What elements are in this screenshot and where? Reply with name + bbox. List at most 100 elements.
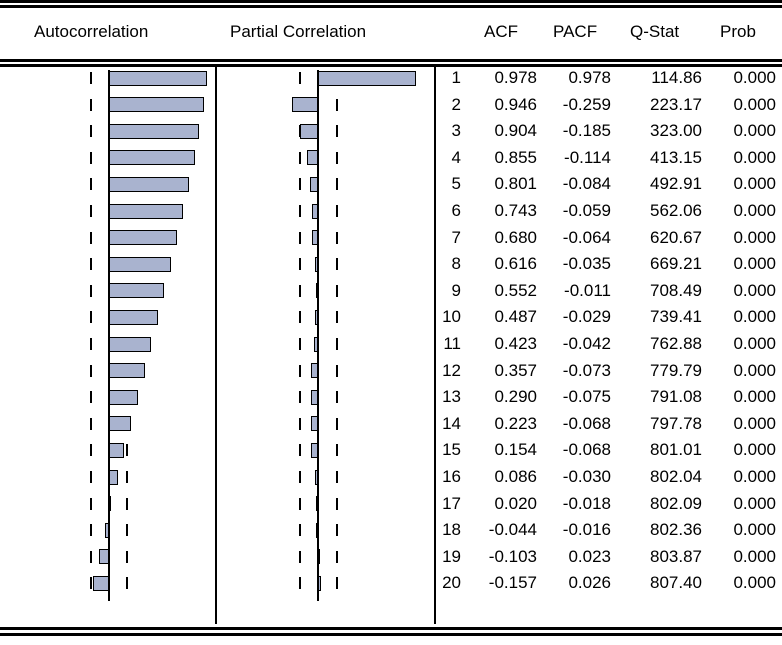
q-stat-cell: 413.15 [650, 147, 702, 167]
lag-cell: 19 [442, 546, 461, 566]
header-separator-line [0, 59, 782, 62]
acf-bound-marker-1-lower [90, 72, 92, 84]
pacf-value-cell: -0.029 [562, 307, 611, 327]
acf-bar-3 [109, 123, 200, 139]
pacf-bound-marker-4-upper [336, 151, 338, 164]
acf-value-cell: 0.552 [494, 280, 537, 300]
pacf-bar-13 [310, 389, 318, 405]
acf-bar-9 [109, 283, 165, 299]
header-autocorrelation: Autocorrelation [34, 22, 149, 41]
pacf-bound-marker-14-upper [336, 417, 338, 430]
acf-bar-16 [109, 469, 118, 485]
acf-value-cell: 0.855 [494, 147, 537, 167]
acf-bound-marker-3-lower [90, 125, 92, 138]
acf-bound-marker-17-upper [126, 497, 128, 510]
acf-bound-marker-13-lower [90, 391, 92, 404]
pacf-bound-marker-19-upper [336, 550, 338, 563]
pacf-bound-marker-17-upper [336, 497, 338, 510]
pacf-bar-6 [312, 203, 318, 219]
pacf-bound-marker-8-lower [299, 258, 301, 271]
prob-cell: 0.000 [733, 68, 776, 87]
lag-cell: 1 [451, 68, 461, 87]
acf-bound-marker-8-lower [90, 258, 92, 271]
pacf-value-cell: -0.068 [562, 413, 611, 433]
acf-bar-10 [109, 309, 158, 325]
acf-bound-marker-18-lower [90, 524, 92, 537]
lag-cell: 3 [451, 121, 461, 141]
column-separator-acf [215, 66, 217, 624]
pacf-bound-marker-5-upper [336, 178, 338, 191]
lag-cell: 15 [442, 440, 461, 460]
bottom-border-line [0, 627, 782, 630]
acf-bound-marker-15-lower [90, 444, 92, 457]
pacf-bound-marker-13-lower [299, 391, 301, 404]
q-stat-cell: 807.40 [650, 573, 702, 593]
prob-cell: 0.000 [733, 147, 776, 167]
pacf-bound-marker-11-lower [299, 338, 301, 350]
acf-value-cell: 0.086 [494, 467, 537, 486]
q-stat-cell: 803.87 [650, 546, 702, 566]
acf-bound-marker-15-upper [126, 444, 128, 457]
header-separator-line-inner [0, 64, 782, 67]
acf-bound-marker-12-lower [90, 364, 92, 377]
header-partial-correlation: Partial Correlation [230, 22, 367, 41]
acf-bound-marker-20-lower [90, 577, 92, 590]
q-stat-cell: 802.09 [650, 493, 702, 513]
pacf-value-cell: -0.068 [562, 440, 611, 460]
pacf-bound-marker-5-lower [299, 178, 301, 191]
pacf-bound-marker-14-lower [299, 417, 301, 430]
acf-bound-marker-5-lower [90, 178, 92, 191]
acf-bound-marker-7-lower [90, 231, 92, 244]
q-stat-cell: 669.21 [650, 254, 702, 274]
q-stat-cell: 791.08 [650, 387, 702, 407]
acf-value-cell: 0.680 [494, 227, 537, 247]
pacf-bar-16 [315, 469, 318, 485]
pacf-bar-10 [315, 309, 318, 325]
pacf-bar-15 [311, 442, 318, 458]
acf-value-cell: -0.044 [488, 520, 537, 540]
header-acf: ACF [484, 22, 518, 41]
acf-bar-15 [109, 442, 125, 458]
prob-cell: 0.000 [733, 573, 776, 593]
pacf-bar-8 [314, 256, 318, 272]
lag-cell: 5 [451, 174, 461, 194]
pacf-bar-12 [310, 363, 318, 379]
acf-value-cell: 0.223 [494, 413, 537, 433]
pacf-bound-marker-12-lower [299, 364, 301, 377]
pacf-bar-20 [318, 575, 321, 591]
acf-value-cell: 0.154 [494, 440, 537, 460]
lag-cell: 13 [442, 387, 461, 407]
pacf-value-cell: 0.023 [568, 546, 611, 566]
prob-cell: 0.000 [733, 413, 776, 433]
pacf-value-cell: -0.084 [562, 174, 611, 194]
lag-cell: 17 [442, 493, 461, 513]
pacf-bar-18 [316, 522, 318, 538]
acf-zero-axis [108, 70, 110, 602]
pacf-bound-marker-10-lower [299, 311, 301, 324]
acf-bound-marker-16-upper [126, 471, 128, 483]
pacf-bar-7 [311, 230, 318, 246]
acf-bound-marker-19-upper [126, 550, 128, 563]
lag-cell: 11 [443, 334, 461, 353]
lag-cell: 10 [442, 307, 461, 327]
header-pacf: PACF [553, 22, 598, 41]
prob-cell: 0.000 [733, 227, 776, 247]
q-stat-cell: 739.41 [650, 307, 702, 327]
pacf-value-cell: -0.064 [562, 227, 611, 247]
acf-bar-13 [109, 389, 138, 405]
acf-bar-8 [109, 256, 171, 272]
acf-bound-marker-6-lower [90, 205, 92, 217]
pacf-value-cell: -0.030 [562, 467, 611, 486]
acf-bound-marker-10-lower [90, 311, 92, 324]
acf-bar-2 [109, 97, 204, 113]
acf-value-cell: 0.801 [494, 174, 537, 194]
pacf-bar-14 [311, 416, 318, 432]
pacf-value-cell: 0.978 [568, 68, 611, 87]
prob-cell: 0.000 [733, 121, 776, 141]
header-prob: Prob [720, 22, 756, 41]
pacf-value-cell: -0.035 [562, 254, 611, 274]
lag-cell: 4 [451, 147, 461, 167]
pacf-bar-9 [316, 283, 318, 299]
prob-cell: 0.000 [733, 174, 776, 194]
prob-cell: 0.000 [733, 546, 776, 566]
